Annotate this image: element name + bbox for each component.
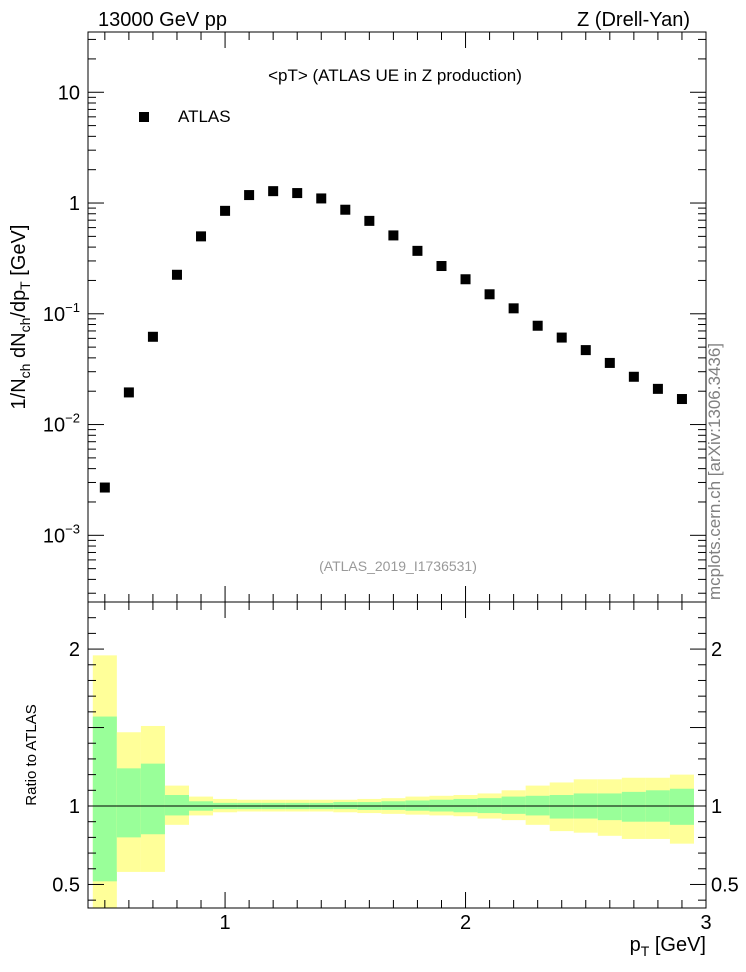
main-panel: 10−3 10−2 10−1 1 10 <pT> (ATLAS UE in Z prod… — [8, 31, 707, 603]
legend-marker-atlas — [139, 112, 149, 122]
x-tick-label: 2 — [460, 912, 471, 934]
data-points — [99, 186, 687, 493]
main-y-tick-label: 10−2 — [43, 411, 80, 437]
ratio-inner-band — [164, 795, 189, 816]
x-axis-label: pT [GeV] — [630, 934, 706, 959]
analysis-label: (ATLAS_2019_I1736531) — [319, 558, 477, 574]
data-point — [316, 193, 327, 204]
data-point — [628, 371, 639, 382]
ratio-y-tick-label: 1 — [69, 796, 80, 818]
data-point — [123, 387, 134, 398]
ratio-inner-band — [501, 796, 526, 814]
header-right: Z (Drell-Yan) — [577, 9, 690, 31]
x-tick-label: 3 — [700, 912, 711, 934]
data-point — [460, 274, 471, 285]
ratio-y-tick-label-right: 0.5 — [711, 874, 739, 896]
ratio-panel: 0.5 0.5 1 1 2 2 1 2 3 Ratio to ATLAS pT [GeV] — [23, 601, 739, 959]
ratio-inner-band — [116, 768, 141, 838]
data-point — [676, 394, 687, 405]
data-point — [484, 289, 495, 300]
data-point — [99, 482, 110, 493]
legend: ATLAS — [139, 107, 231, 126]
data-point — [268, 186, 279, 197]
ratio-y-tick-label: 2 — [69, 639, 80, 661]
main-y-axis-label: 1/Nch dNch/dpT [GeV] — [8, 225, 33, 410]
data-point — [652, 383, 663, 394]
ratio-y-tick-label-right: 2 — [711, 639, 722, 661]
side-credit-label: mcplots.cern.ch [arXiv:1306.3436] — [705, 342, 724, 600]
ratio-inner-band — [140, 763, 165, 835]
data-point — [436, 261, 447, 272]
legend-label-atlas: ATLAS — [178, 107, 231, 126]
main-y-tick-label: 10−3 — [43, 521, 80, 547]
data-point — [196, 231, 207, 242]
ratio-inner-band — [669, 788, 694, 825]
ratio-inner-band — [92, 716, 117, 882]
ratio-frame — [87, 601, 707, 909]
main-y-ticks: 10−3 10−2 10−1 1 10 — [43, 38, 706, 594]
data-point — [340, 204, 351, 215]
ratio-x-ticks: 1 2 3 — [104, 602, 712, 934]
ratio-inner-band — [549, 795, 574, 819]
data-point — [220, 205, 231, 216]
data-point — [532, 320, 543, 331]
main-y-tick-label: 10 — [58, 82, 80, 104]
main-y-tick-label: 1 — [69, 193, 80, 215]
ratio-y-tick-label: 0.5 — [52, 874, 80, 896]
ratio-y-tick-label-right: 1 — [711, 796, 722, 818]
data-point — [171, 269, 182, 280]
main-y-tick-label: 10−1 — [43, 300, 80, 326]
chart-title: <pT> (ATLAS UE in Z production) — [268, 66, 522, 85]
ratio-bands — [92, 655, 694, 908]
data-point — [508, 303, 519, 314]
data-point — [412, 245, 423, 256]
header-left: 13000 GeV pp — [98, 9, 227, 31]
data-point — [580, 345, 591, 356]
data-point — [388, 230, 399, 241]
data-point — [292, 188, 303, 199]
main-x-ticks — [104, 32, 707, 602]
ratio-inner-band — [597, 793, 622, 821]
ratio-y-axis-label: Ratio to ATLAS — [23, 704, 40, 805]
ratio-y-ticks: 0.5 0.5 1 1 2 2 — [52, 617, 739, 901]
x-tick-label: 1 — [220, 912, 231, 934]
data-point — [556, 332, 567, 343]
data-point — [244, 190, 255, 201]
data-point — [604, 357, 615, 368]
ratio-inner-band — [621, 791, 646, 822]
data-point — [147, 331, 158, 342]
svg-text:1/Nch dNch/dpT [GeV]: 1/Nch dNch/dpT [GeV] — [8, 225, 33, 410]
data-point — [364, 215, 375, 226]
